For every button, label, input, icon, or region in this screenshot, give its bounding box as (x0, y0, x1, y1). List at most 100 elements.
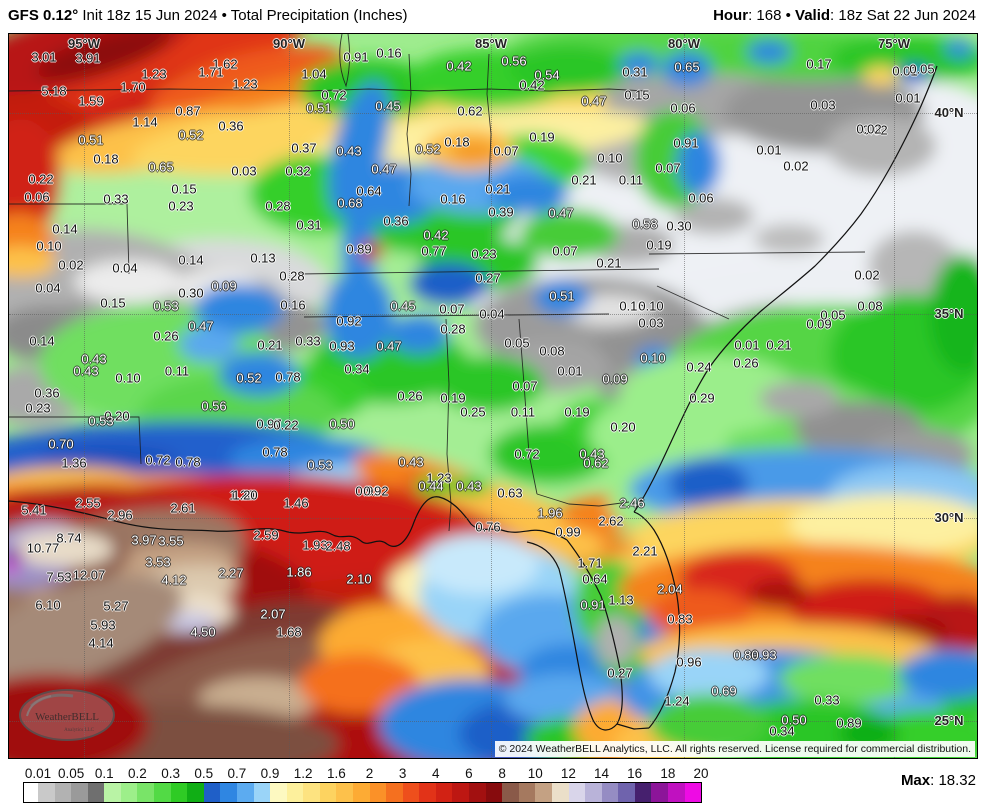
colorbar-tick-label: 0.7 (227, 766, 247, 781)
precip-value-label: 0.47 (581, 93, 607, 109)
header-bar: GFS 0.12° Init 18z 15 Jun 2024 • Total P… (0, 0, 984, 32)
precip-value-label: 2.21 (632, 543, 658, 559)
precip-value-label: 0.16 (280, 297, 306, 313)
precip-value-label: 3.55 (158, 533, 184, 549)
colorbar-cell (319, 783, 337, 802)
precip-value-label: 0.24 (686, 359, 712, 375)
colorbar-tick-label: 16 (627, 766, 643, 781)
precip-value-label: 0.89 (733, 647, 759, 663)
precip-value-label: 1.71 (198, 64, 224, 80)
copyright-notice: © 2024 WeatherBELL Analytics, LLC. All r… (494, 741, 975, 757)
precip-value-label: 0.25 (460, 404, 486, 420)
colorbar-cell (518, 783, 536, 802)
colorbar-cell (551, 783, 569, 802)
colorbar-legend: 0.01 0.05 0.1 0.2 0.3 0.5 0.7 0.9 1.2 1.6 2 3 4 6 8 10 1… (23, 766, 723, 806)
precip-value-label: 0.13 (250, 250, 276, 266)
precip-value-label: 1.62 (212, 56, 238, 72)
precipitation-field (9, 34, 977, 758)
precip-value-label: 0.08 (857, 298, 883, 314)
precip-value-label: 0.37 (291, 140, 317, 156)
precip-value-label: 0.07 (439, 301, 465, 317)
precip-value-label: 0.28 (440, 321, 466, 337)
precip-value-label: 0.54 (534, 67, 560, 83)
precip-value-label: 3.97 (131, 532, 157, 548)
hour-value: : 168 • (748, 7, 796, 24)
precip-value-label: 0.02 (854, 267, 880, 283)
precip-value-label: 2.27 (218, 565, 244, 581)
precip-value-label: 1.13 (608, 592, 634, 608)
precip-value-label: 5.18 (41, 83, 67, 99)
precip-value-label: 8.74 (56, 530, 82, 546)
precip-value-label: 2.96 (107, 507, 133, 523)
precip-value-label: 0.14 (52, 221, 78, 237)
precip-value-label: 0.28 (279, 268, 305, 284)
precip-value-label: 2.61 (170, 500, 196, 516)
precip-value-label: 0.04 (35, 280, 61, 296)
precip-value-label: 1.70 (120, 79, 146, 95)
precip-value-label: 5.41 (21, 502, 47, 518)
precip-value-label: 0.02 (856, 121, 882, 137)
precip-value-label: 0.45 (375, 98, 401, 114)
precip-value-label: 0.03 (231, 163, 257, 179)
precip-value-label: 1.93 (302, 537, 328, 553)
longitude-label: 80°W (668, 36, 700, 51)
latitude-label: 25°N (934, 713, 964, 728)
colorbar-tick-label: 10 (527, 766, 543, 781)
precip-value-label: 0.83 (667, 611, 693, 627)
precip-value-label: 1.23 (141, 66, 167, 82)
precip-value-label: 0.64 (356, 183, 382, 199)
colorbar-cell (87, 783, 105, 802)
precip-value-label: 2.04 (657, 581, 683, 597)
precip-value-label: 0.27 (475, 270, 501, 286)
precip-value-label: 0.10 (597, 150, 623, 166)
max-number: : 18.32 (930, 772, 976, 789)
precip-value-label: 0.39 (488, 204, 514, 220)
colorbar-cell (535, 783, 552, 802)
colorbar-cell (104, 783, 121, 802)
logo-text-sub: Analytics LLC (64, 728, 95, 733)
precip-value-label: 0.70 (48, 436, 74, 452)
colorbar-cell (303, 783, 320, 802)
precip-value-label: 0.97 (256, 416, 282, 432)
precip-value-label: 0.42 (423, 227, 449, 243)
colorbar-cell (253, 783, 271, 802)
precip-value-label: 0.52 (236, 370, 262, 386)
precip-value-label: 0.53 (307, 457, 333, 473)
precip-value-label: 0.21 (257, 337, 283, 353)
precip-value-label: 0.06 (24, 189, 50, 205)
precip-value-label: 0.52 (415, 141, 441, 157)
meridian-line (289, 34, 290, 758)
precip-value-label: 2.55 (75, 495, 101, 511)
precip-value-label: 0.10 (638, 298, 664, 314)
precip-value-label: 0.11 (164, 363, 190, 379)
precip-value-label: 0.43 (81, 351, 107, 367)
precip-value-label: 0.07 (655, 160, 681, 176)
precip-value-label: 0.18 (93, 151, 119, 167)
meridian-line (684, 34, 685, 758)
colorbar-tick-label: 0.05 (58, 766, 85, 781)
hour-label: Hour (713, 7, 749, 24)
precip-value-label: 0.01 (895, 90, 921, 106)
precip-value-label: 0.05 (820, 307, 846, 323)
precip-value-label: 0.04 (112, 260, 138, 276)
precip-value-label: 1.23 (232, 76, 258, 92)
precip-value-label: 0.76 (475, 519, 501, 535)
precip-value-label: 0.43 (456, 478, 482, 494)
valid-value: : 18z Sat 22 Jun 2024 (830, 7, 976, 24)
precip-value-label: 0.04 (479, 306, 505, 322)
precip-value-label: 0.16 (440, 191, 466, 207)
colorbar-tick-label: 1.2 (293, 766, 313, 781)
parallel-line (9, 518, 977, 519)
colorbar-cell (137, 783, 155, 802)
precip-value-label: 0.01 (557, 363, 583, 379)
precip-value-label: 0.16 (376, 45, 402, 61)
colorbar-cell (618, 783, 635, 802)
precip-value-label: 0.45 (390, 298, 416, 314)
precip-value-label: 0.08 (539, 343, 565, 359)
weatherbell-logo: WeatherBELL Analytics LLC (19, 689, 115, 741)
precip-value-label: 0.62 (457, 103, 483, 119)
precip-value-label: 0.20 (610, 419, 636, 435)
precip-value-label: 2.46 (619, 495, 645, 511)
precip-value-label: 0.02 (58, 257, 84, 273)
precip-value-label: 0.27 (607, 665, 633, 681)
